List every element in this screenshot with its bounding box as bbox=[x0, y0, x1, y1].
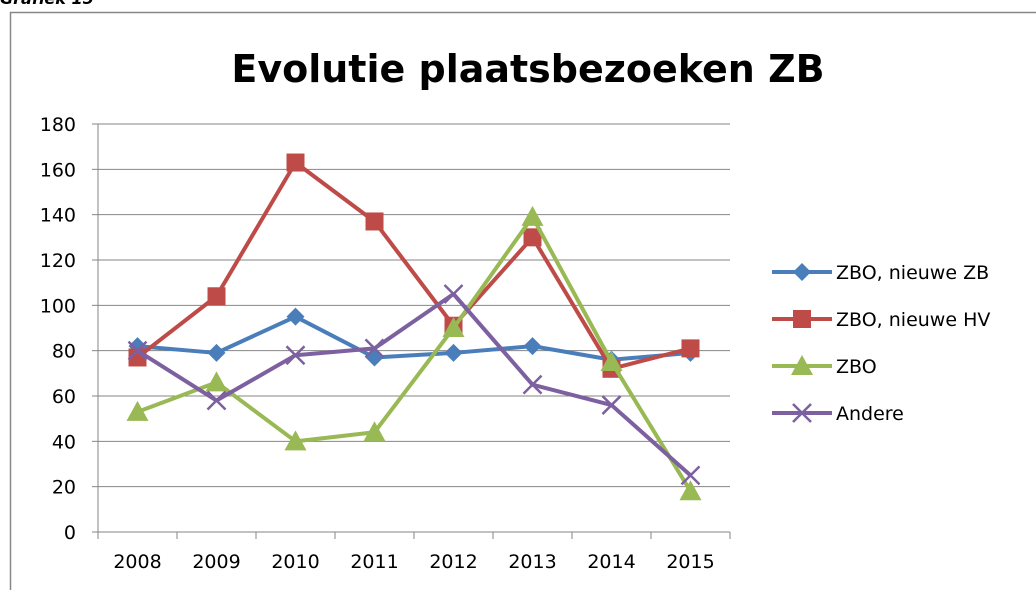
marker-x bbox=[522, 374, 543, 395]
marker-triangle bbox=[363, 421, 386, 442]
y-tick-label: 40 bbox=[52, 431, 76, 453]
marker-triangle bbox=[442, 317, 465, 337]
y-tick-label: 20 bbox=[52, 477, 76, 499]
marker-square bbox=[365, 212, 384, 231]
y-tick-label: 0 bbox=[64, 522, 76, 544]
marker-diamond bbox=[286, 307, 305, 326]
marker-x bbox=[680, 465, 701, 486]
marker-square bbox=[793, 310, 811, 328]
y-tick-label: 100 bbox=[40, 295, 76, 317]
y-tick-label: 160 bbox=[40, 159, 76, 181]
marker-diamond bbox=[523, 337, 542, 356]
x-tick-label: 2015 bbox=[666, 551, 714, 573]
y-tick-label: 180 bbox=[40, 114, 76, 136]
marker-square bbox=[207, 287, 226, 306]
marker-x bbox=[364, 338, 385, 359]
y-tick-label: 140 bbox=[40, 205, 76, 227]
legend-label: ZBO, nieuwe ZB bbox=[836, 262, 989, 284]
marker-triangle bbox=[521, 205, 544, 226]
series-line bbox=[136, 160, 692, 371]
chart-title: Evolutie plaatsbezoeken ZB bbox=[231, 47, 824, 91]
legend-label: ZBO, nieuwe HV bbox=[836, 309, 990, 331]
marker-x bbox=[206, 390, 227, 411]
caption: Grafiek 15 bbox=[0, 0, 94, 8]
marker-square bbox=[523, 228, 542, 247]
marker-x bbox=[443, 284, 464, 304]
x-tick-label: 2013 bbox=[508, 551, 556, 573]
y-tick-label: 120 bbox=[40, 250, 76, 272]
marker-x bbox=[601, 395, 622, 415]
marker-square bbox=[681, 339, 700, 358]
marker-diamond bbox=[793, 263, 811, 281]
x-tick-label: 2014 bbox=[587, 551, 635, 573]
y-tick-label: 80 bbox=[52, 341, 76, 363]
x-tick-label: 2009 bbox=[192, 551, 240, 573]
marker-x bbox=[792, 403, 812, 423]
x-tick-label: 2012 bbox=[429, 551, 477, 573]
marker-x bbox=[285, 345, 306, 366]
marker-square bbox=[286, 153, 305, 172]
x-tick-label: 2008 bbox=[113, 551, 161, 573]
marker-triangle bbox=[679, 480, 702, 501]
marker-triangle bbox=[126, 400, 149, 421]
marker-x bbox=[127, 340, 148, 361]
x-tick-label: 2010 bbox=[271, 551, 319, 573]
series-line bbox=[136, 292, 692, 477]
x-tick-label: 2011 bbox=[350, 551, 398, 573]
y-tick-label: 60 bbox=[52, 386, 76, 408]
legend-label: Andere bbox=[836, 403, 904, 425]
marker-triangle bbox=[600, 351, 623, 371]
marker-triangle bbox=[284, 430, 307, 451]
marker-diamond bbox=[207, 343, 226, 362]
legend-label: ZBO bbox=[836, 356, 877, 378]
marker-triangle bbox=[205, 371, 228, 392]
series-line bbox=[137, 314, 691, 362]
marker-triangle bbox=[791, 355, 813, 375]
marker-diamond bbox=[444, 343, 463, 362]
chart-border bbox=[9, 11, 1036, 590]
